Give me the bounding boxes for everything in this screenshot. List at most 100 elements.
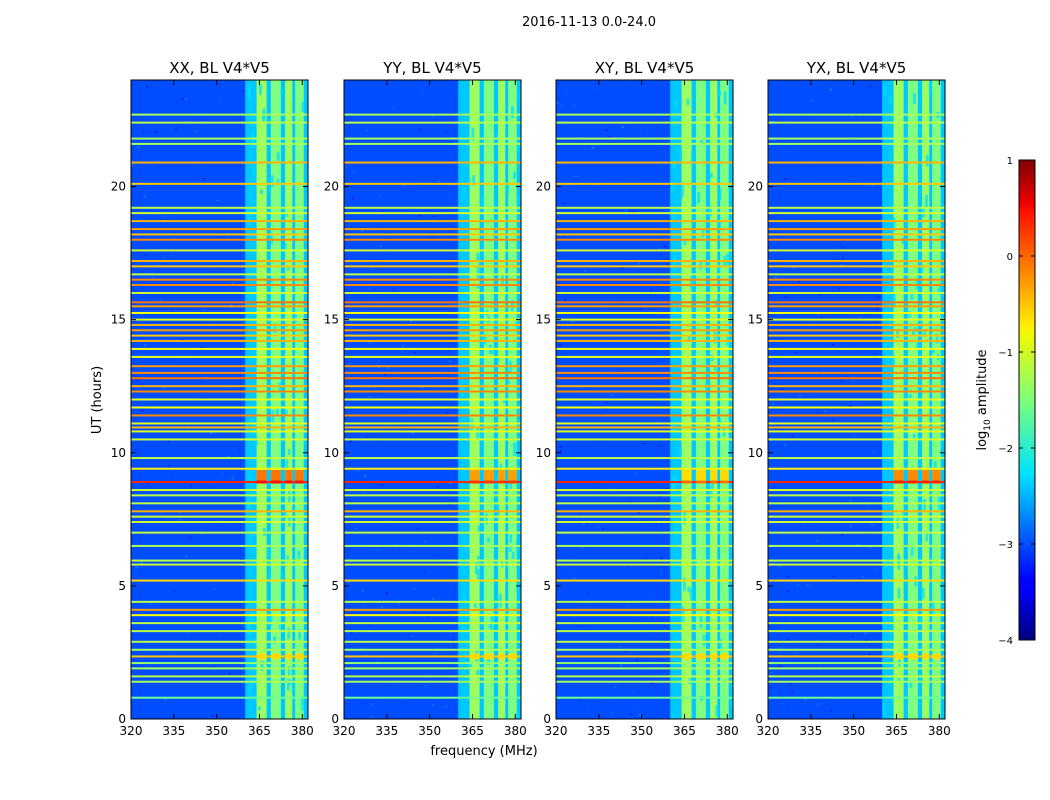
noise-speck bbox=[366, 436, 369, 438]
band-structure bbox=[715, 705, 719, 717]
noise-speck bbox=[352, 171, 355, 173]
band-structure bbox=[683, 511, 687, 525]
band-structure bbox=[268, 185, 272, 194]
band-structure bbox=[462, 186, 466, 194]
rfi-row bbox=[556, 662, 733, 665]
noise-speck bbox=[140, 313, 143, 316]
noise-speck bbox=[222, 472, 225, 474]
y-tick-label: 10 bbox=[748, 446, 763, 460]
rfi-row bbox=[131, 238, 308, 241]
noise-speck bbox=[413, 351, 416, 354]
band-structure bbox=[253, 424, 257, 435]
band-structure bbox=[718, 189, 722, 201]
noise-speck bbox=[791, 266, 794, 269]
band-structure bbox=[286, 265, 290, 271]
noise-speck bbox=[449, 482, 452, 485]
rfi-row bbox=[344, 339, 521, 342]
noise-speck bbox=[811, 100, 814, 102]
band-structure bbox=[672, 304, 676, 315]
noise-speck bbox=[368, 624, 371, 626]
noise-speck bbox=[652, 595, 655, 597]
noise-speck bbox=[131, 663, 134, 665]
noise-speck bbox=[383, 373, 386, 376]
band-structure bbox=[508, 544, 512, 552]
colorbar-tick-label: −2 bbox=[998, 444, 1013, 455]
band-structure bbox=[283, 242, 287, 251]
rfi-row bbox=[131, 648, 308, 651]
noise-speck bbox=[864, 632, 867, 634]
noise-speck bbox=[669, 475, 672, 477]
low-flare-block bbox=[932, 653, 941, 660]
noise-speck bbox=[136, 380, 139, 382]
noise-speck bbox=[424, 674, 427, 676]
noise-speck bbox=[205, 203, 208, 205]
band-structure bbox=[303, 440, 307, 445]
rfi-row bbox=[556, 406, 733, 409]
noise-speck bbox=[371, 654, 374, 656]
noise-speck bbox=[776, 505, 779, 507]
rfi-row bbox=[768, 161, 945, 164]
noise-speck bbox=[231, 360, 234, 363]
band-structure bbox=[889, 316, 893, 328]
noise-speck bbox=[802, 523, 805, 526]
noise-speck bbox=[596, 487, 599, 489]
noise-speck bbox=[626, 566, 629, 568]
rfi-row bbox=[768, 182, 945, 185]
rfi-row bbox=[344, 520, 521, 523]
noise-speck bbox=[605, 401, 608, 404]
noise-speck bbox=[654, 632, 657, 634]
band-structure bbox=[910, 544, 914, 556]
noise-speck bbox=[789, 683, 792, 685]
x-tick-label: 350 bbox=[842, 724, 865, 738]
band-structure bbox=[285, 459, 289, 469]
rfi-row bbox=[131, 365, 308, 368]
noise-speck bbox=[564, 562, 567, 564]
noise-speck bbox=[173, 590, 176, 592]
noise-speck bbox=[364, 491, 367, 494]
noise-speck bbox=[592, 444, 595, 447]
noise-speck bbox=[181, 98, 184, 100]
band-structure bbox=[883, 340, 887, 347]
noise-speck bbox=[190, 485, 193, 487]
noise-speck bbox=[849, 499, 852, 502]
band-structure bbox=[715, 299, 719, 308]
y-tick-label: 0 bbox=[118, 712, 126, 726]
rfi-row bbox=[131, 426, 308, 429]
y-tick-label: 15 bbox=[748, 313, 763, 327]
noise-speck bbox=[562, 236, 565, 238]
noise-speck bbox=[606, 310, 609, 313]
noise-speck bbox=[379, 309, 382, 311]
band-structure bbox=[937, 288, 941, 295]
noise-speck bbox=[449, 599, 452, 601]
rfi-row bbox=[344, 273, 521, 276]
noise-speck bbox=[837, 288, 840, 290]
noise-speck bbox=[605, 129, 608, 131]
rfi-row bbox=[131, 422, 308, 425]
noise-speck bbox=[785, 582, 788, 584]
band-structure bbox=[463, 569, 467, 576]
colorbar-label: log10 amplitude bbox=[975, 349, 993, 450]
band-structure bbox=[671, 421, 675, 431]
noise-speck bbox=[416, 527, 419, 530]
rfi-row bbox=[344, 531, 521, 534]
noise-speck bbox=[166, 359, 169, 361]
noise-speck bbox=[851, 585, 854, 587]
noise-speck bbox=[375, 374, 378, 377]
flare-block bbox=[695, 470, 706, 483]
band-structure bbox=[674, 97, 678, 108]
noise-speck bbox=[784, 296, 787, 298]
noise-speck bbox=[447, 349, 450, 351]
rfi-row bbox=[556, 422, 733, 425]
y-tick-label: 5 bbox=[118, 579, 126, 593]
noise-speck bbox=[770, 120, 773, 123]
flare-core bbox=[483, 480, 494, 484]
rfi-row bbox=[131, 696, 308, 699]
rfi-row bbox=[768, 265, 945, 268]
noise-speck bbox=[446, 411, 449, 414]
low-flare-block bbox=[285, 653, 293, 660]
flare-block bbox=[508, 470, 517, 483]
band-structure bbox=[888, 154, 892, 162]
rfi-row bbox=[768, 121, 945, 124]
band-structure bbox=[280, 572, 284, 585]
noise-speck bbox=[435, 262, 438, 265]
